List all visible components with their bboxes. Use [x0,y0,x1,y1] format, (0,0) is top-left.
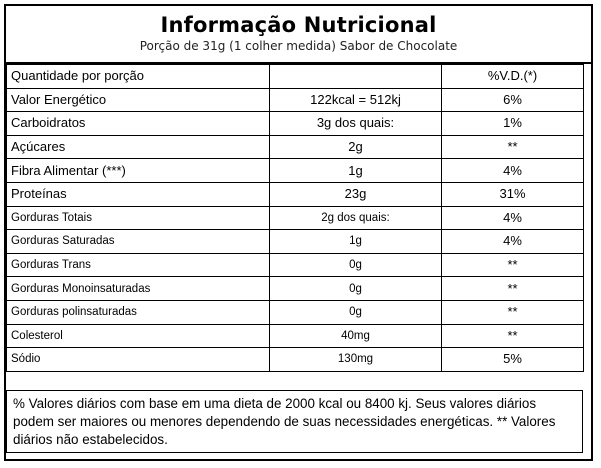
table-row: Colesterol 40mg ** [6,323,584,349]
nutrient-amount: 1g [269,158,442,183]
nutrient-amount: 40mg [269,323,442,349]
nutrition-table: Quantidade por porção %V.D.(*) Valor Ene… [6,64,584,372]
table-row: Valor Energético 122kcal = 512kj 6% [6,87,584,113]
label-header: Informação Nutricional Porção de 31g (1 … [6,6,591,64]
nutrient-name: Gorduras Monoinsaturadas [6,276,270,301]
nutrient-name: Carboidratos [6,111,270,136]
nutrient-name: Sódio [6,347,270,372]
nutrient-daily-value: 5% [441,347,584,372]
nutrient-amount: 2g [269,134,442,160]
serving-description: Porção de 31g (1 colher medida) Sabor de… [139,39,458,53]
nutrient-name: Proteínas [6,181,270,207]
header-value-cell [269,64,442,89]
nutrient-amount: 3g dos quais: [269,111,442,136]
nutrient-daily-value: ** [441,276,584,301]
table-row: Açúcares 2g ** [6,134,584,160]
nutrient-daily-value: ** [441,134,584,160]
nutrient-amount: 0g [269,299,442,325]
table-row: Gorduras polinsaturadas 0g ** [6,299,584,325]
table-row: Fibra Alimentar (***) 1g 4% [6,158,584,183]
nutrient-daily-value: 31% [441,181,584,207]
table-row: Gorduras Totais 2g dos quais: 4% [6,205,584,231]
nutrient-amount: 2g dos quais: [269,205,442,231]
nutrient-name: Açúcares [6,134,270,160]
nutrient-daily-value: ** [441,323,584,349]
nutrient-name: Gorduras Saturadas [6,229,270,254]
nutrient-amount: 122kcal = 512kj [269,87,442,113]
table-row: Sódio 130mg 5% [6,347,584,372]
label-title: Informação Nutricional [160,13,437,37]
nutrient-name: Valor Energético [6,87,270,113]
nutrient-amount: 23g [269,181,442,207]
nutrient-amount: 1g [269,229,442,254]
table-row: Carboidratos 3g dos quais: 1% [6,111,584,136]
nutrient-daily-value: 4% [441,205,584,231]
header-vd-cell: %V.D.(*) [441,64,584,89]
daily-values-footnote: % Valores diários com base em uma dieta … [6,390,583,453]
table-row: Gorduras Trans 0g ** [6,252,584,278]
nutrient-daily-value: 1% [441,111,584,136]
nutrient-amount: 0g [269,252,442,278]
table-header-row: Quantidade por porção %V.D.(*) [6,64,584,89]
table-row: Gorduras Saturadas 1g 4% [6,229,584,254]
nutrient-daily-value: 4% [441,229,584,254]
header-label-cell: Quantidade por porção [6,64,270,89]
nutrient-name: Gorduras Totais [6,205,270,231]
nutrient-daily-value: 6% [441,87,584,113]
nutrient-amount: 130mg [269,347,442,372]
table-row: Proteínas 23g 31% [6,181,584,207]
nutrient-daily-value: 4% [441,158,584,183]
nutrient-name: Gorduras polinsaturadas [6,299,270,325]
nutrient-name: Colesterol [6,323,270,349]
nutrient-amount: 0g [269,276,442,301]
nutrient-daily-value: ** [441,299,584,325]
nutrient-daily-value: ** [441,252,584,278]
nutrient-name: Fibra Alimentar (***) [6,158,270,183]
nutrient-name: Gorduras Trans [6,252,270,278]
table-row: Gorduras Monoinsaturadas 0g ** [6,276,584,301]
